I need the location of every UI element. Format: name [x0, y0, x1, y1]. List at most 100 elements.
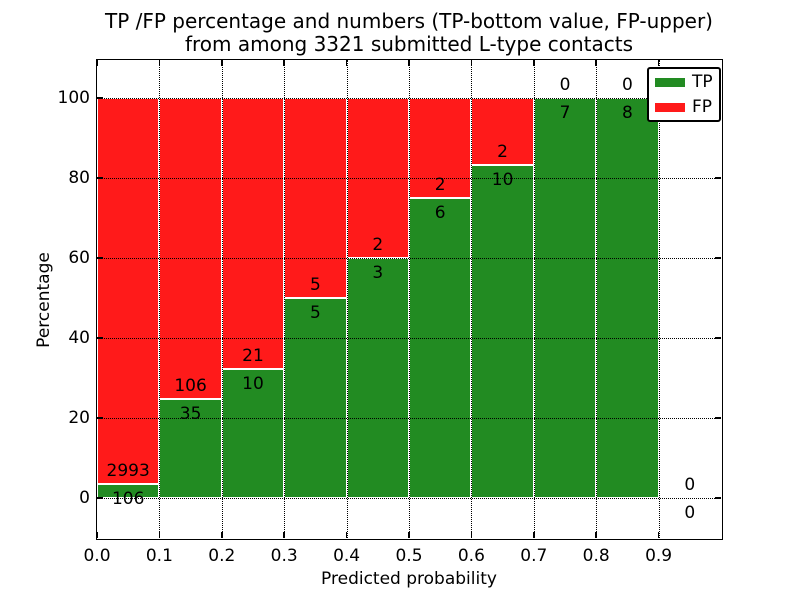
x-tick-bottom: [470, 532, 473, 538]
y-tick-left: [97, 257, 103, 259]
fp-count-label: 0: [684, 475, 696, 495]
fp-count-label: 2: [497, 141, 509, 162]
gridline-x: [471, 60, 473, 538]
gridline-y: [97, 178, 721, 179]
bar-tp-segment: [346, 258, 409, 498]
fp-count-label: 0: [621, 75, 633, 95]
x-tick-bottom: [533, 532, 535, 538]
bar-tp-segment: [409, 198, 472, 498]
legend-box: TP FP: [647, 67, 721, 123]
bar-fp-segment: [159, 98, 222, 399]
gridline-x: [346, 60, 348, 538]
y-tick-right: [715, 497, 721, 499]
x-tick-top: [533, 60, 535, 66]
bar-tp-segment: [596, 98, 659, 498]
fp-color-swatch: [655, 102, 685, 112]
gridline-x: [409, 60, 410, 538]
gridline-y: [97, 418, 721, 419]
gridline-x: [159, 60, 161, 538]
bar-fp-segment: [284, 98, 347, 298]
y-tick-left: [97, 417, 103, 419]
x-tick-top: [345, 60, 348, 66]
legend-label-fp: FP: [692, 96, 713, 117]
y-tick-label: 0: [79, 488, 90, 508]
gridline-y: [97, 498, 721, 499]
y-tick-right: [715, 177, 721, 179]
bar-tp-segment: [284, 298, 347, 498]
tp-count-label: 3: [372, 263, 384, 283]
y-tick-label: 60: [68, 248, 90, 268]
gridline-y: [97, 98, 721, 99]
fp-count-label: 2: [434, 175, 446, 195]
y-tick-left: [97, 497, 103, 499]
y-tick-label: 20: [68, 408, 90, 428]
gridline-x: [284, 60, 286, 538]
gridline-x: [533, 60, 535, 538]
fp-count-label: 0: [559, 75, 571, 95]
y-tick-left: [97, 337, 103, 339]
x-tick-bottom: [345, 532, 348, 538]
x-tick-top: [96, 60, 98, 66]
x-axis-label: Predicted probability: [321, 569, 497, 589]
x-tick-label: 0.2: [208, 546, 236, 566]
chart-title-line-1: TP /FP percentage and numbers (TP-bottom…: [105, 9, 713, 33]
legend-label-tp: TP: [692, 72, 713, 92]
gridline-x: [658, 60, 660, 538]
x-tick-top: [158, 60, 161, 66]
tp-count-label: 7: [559, 103, 571, 123]
x-tick-bottom: [96, 532, 98, 538]
x-tick-label: 0.4: [333, 546, 361, 566]
y-tick-right: [715, 337, 721, 339]
y-tick-right: [715, 417, 721, 419]
x-tick-bottom: [595, 532, 597, 538]
x-tick-top: [470, 60, 473, 66]
tp-count-label: 5: [309, 303, 321, 323]
fp-count-label: 2: [372, 235, 384, 255]
x-tick-top: [657, 60, 660, 66]
bar-tp-segment: [533, 98, 597, 498]
x-tick-label: 0.3: [270, 546, 298, 566]
bar-tp-segment: [159, 398, 222, 498]
tp-color-swatch: [655, 77, 685, 87]
x-tick-bottom: [408, 532, 410, 538]
x-tick-label: 0.5: [395, 546, 423, 566]
tp-count-label: 10: [491, 169, 514, 190]
bar-tp-segment: [471, 164, 534, 498]
fp-count-label: 2993: [106, 461, 150, 482]
y-tick-label: 80: [68, 168, 90, 188]
legend-entry-tp: TP: [655, 73, 713, 92]
y-tick-label: 100: [57, 88, 90, 108]
x-tick-label: 0.7: [520, 546, 548, 566]
x-tick-label: 0.0: [83, 546, 111, 566]
gridline-x: [596, 60, 598, 538]
x-tick-top: [408, 60, 410, 66]
x-tick-label: 0.8: [582, 546, 610, 566]
x-tick-top: [221, 60, 223, 66]
x-tick-bottom: [657, 532, 660, 538]
x-tick-bottom: [158, 532, 161, 538]
x-tick-bottom: [221, 532, 223, 538]
legend-entry-fp: FP: [655, 96, 713, 117]
gridline-y: [97, 258, 721, 259]
tp-count-label: 35: [179, 403, 202, 424]
bar-tp-segment: [97, 484, 160, 498]
tp-count-label: 6: [434, 203, 446, 223]
gridline-y: [97, 338, 721, 339]
tp-count-label: 8: [621, 103, 633, 123]
gridline-x: [221, 60, 223, 538]
y-tick-left: [97, 97, 103, 99]
x-tick-label: 0.1: [145, 546, 173, 566]
y-tick-label: 40: [68, 328, 90, 348]
fp-count-label: 106: [174, 375, 207, 396]
chart-title-line-2: from among 3321 submitted L-type contact…: [184, 32, 634, 56]
x-tick-label: 0.9: [645, 546, 673, 566]
y-tick-right: [715, 257, 721, 259]
x-tick-top: [595, 60, 597, 66]
bar-fp-segment: [97, 98, 160, 485]
tp-count-label: 10: [242, 373, 264, 394]
x-tick-label: 0.6: [457, 546, 485, 566]
tp-count-label: 106: [111, 489, 145, 510]
bar-fp-segment: [221, 98, 285, 369]
tp-count-label: 0: [684, 503, 696, 523]
